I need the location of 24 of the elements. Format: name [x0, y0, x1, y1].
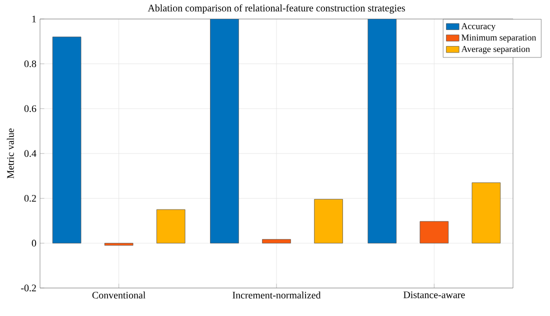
- bar: [262, 239, 291, 244]
- y-tick-label: 0.8: [24, 60, 36, 68]
- bar: [314, 199, 343, 244]
- x-tick-label: Increment-normalized: [232, 292, 321, 299]
- bar: [104, 242, 134, 246]
- bar: [472, 182, 501, 244]
- y-tick-label: 0.2: [24, 194, 36, 202]
- y-axis-title: Metric value: [6, 128, 14, 179]
- y-tick-label: -0.2: [21, 284, 36, 292]
- y-tick-label: 0.6: [24, 105, 36, 112]
- y-tick-label: 0.4: [24, 150, 36, 157]
- x-tick-label: Conventional: [92, 292, 146, 299]
- legend-label: Minimum separation: [462, 34, 536, 42]
- legend-label: Average separation: [461, 46, 530, 54]
- bar: [420, 221, 449, 244]
- chart-title: Ablation comparison of relational-feature construction strategies: [148, 4, 405, 14]
- bar: [52, 36, 82, 244]
- y-tick-label: 1: [32, 16, 36, 22]
- x-tick-label: Distance-aware: [403, 292, 465, 298]
- bar: [210, 18, 239, 244]
- bar: [156, 209, 186, 244]
- y-tick-label: 0: [32, 240, 36, 247]
- bar: [368, 18, 397, 244]
- legend-label: Accuracy: [461, 23, 496, 32]
